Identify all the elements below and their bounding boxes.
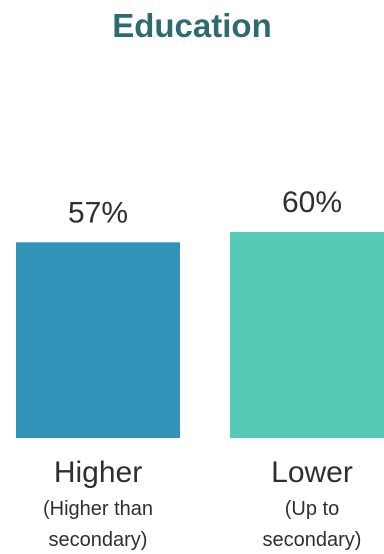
value-label-higher: 57% bbox=[68, 196, 128, 229]
bar-higher bbox=[16, 242, 180, 438]
category-sublabel-higher-2: secondary) bbox=[49, 529, 148, 551]
category-label-higher: Higher bbox=[54, 456, 142, 489]
bar-lower bbox=[230, 232, 384, 438]
value-label-lower: 60% bbox=[282, 186, 342, 219]
category-label-lower: Lower bbox=[271, 456, 353, 489]
chart-title: Education bbox=[112, 7, 272, 44]
category-sublabel-lower-2: secondary) bbox=[263, 529, 362, 551]
category-sublabel-higher-1: (Higher than bbox=[43, 498, 153, 520]
category-sublabel-lower-1: (Up to bbox=[285, 498, 339, 520]
